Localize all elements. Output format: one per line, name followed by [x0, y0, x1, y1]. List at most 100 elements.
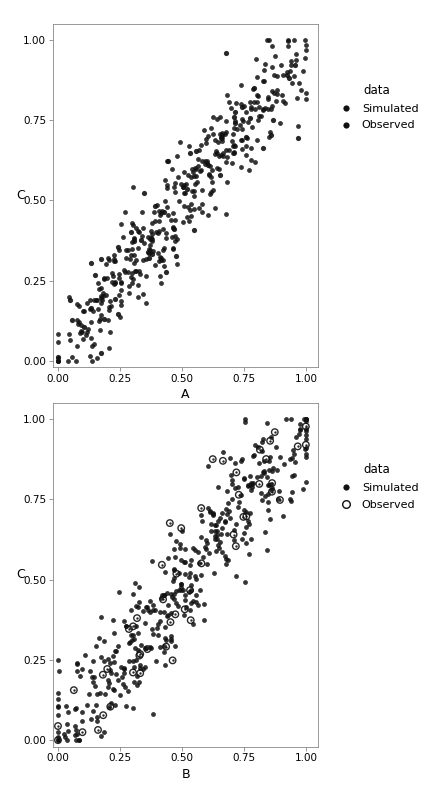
Point [68, 314, 75, 326]
Point [288, 55, 295, 67]
Point [194, 160, 201, 172]
Point [211, 532, 218, 545]
Point [81, 649, 88, 661]
Point [282, 96, 289, 109]
Point [161, 645, 168, 658]
Point [171, 592, 178, 605]
Point [267, 450, 274, 463]
Point [130, 620, 137, 633]
Point [109, 267, 116, 280]
Point [112, 645, 119, 657]
Point [55, 355, 62, 367]
Point [85, 322, 92, 335]
Point [104, 314, 111, 327]
Point [258, 435, 265, 448]
Point [128, 249, 135, 261]
Point [128, 276, 135, 289]
Point [273, 441, 280, 453]
Point [80, 321, 88, 333]
Point [180, 181, 187, 194]
Point [168, 231, 175, 243]
Point [126, 280, 133, 292]
Point [245, 517, 252, 530]
Point [172, 608, 179, 621]
Point [217, 132, 225, 145]
Point [112, 668, 119, 681]
Point [98, 292, 105, 305]
Point [229, 156, 236, 169]
Point [261, 526, 268, 539]
Point [256, 478, 263, 491]
Point [226, 96, 233, 108]
Point [100, 634, 107, 647]
Point [181, 179, 188, 191]
Point [129, 655, 136, 668]
Point [169, 654, 176, 667]
Point [265, 504, 272, 517]
Point [80, 304, 88, 317]
Point [111, 252, 118, 265]
Point [106, 300, 113, 313]
Point [124, 244, 131, 257]
Point [176, 541, 183, 554]
Point [219, 129, 226, 141]
Point [292, 48, 299, 61]
Point [163, 641, 170, 653]
Point [76, 316, 83, 329]
Point [213, 162, 221, 175]
Point [232, 482, 239, 495]
Point [130, 273, 137, 286]
Point [172, 534, 179, 547]
Point [76, 299, 83, 312]
Point [106, 254, 113, 267]
Point [168, 589, 175, 601]
Point [209, 164, 216, 176]
Point [222, 156, 229, 168]
Point [183, 601, 190, 614]
Point [130, 666, 137, 679]
Point [244, 480, 251, 492]
Point [110, 278, 117, 291]
Point [126, 623, 133, 635]
Point [146, 239, 153, 251]
Point [181, 187, 188, 200]
Point [228, 469, 235, 482]
Point [247, 469, 254, 482]
Point [126, 655, 133, 668]
Point [264, 496, 271, 509]
Point [217, 111, 224, 123]
Point [260, 465, 267, 477]
Point [211, 518, 218, 531]
Point [205, 130, 212, 143]
Point [95, 724, 102, 736]
Point [268, 485, 275, 498]
Point [149, 232, 156, 245]
Point [149, 245, 156, 258]
Point [187, 171, 194, 184]
Point [157, 207, 164, 220]
Point [289, 444, 296, 457]
Point [175, 171, 182, 183]
Point [235, 488, 242, 501]
Point [201, 614, 208, 626]
Point [106, 701, 113, 713]
Point [261, 455, 268, 468]
Y-axis label: C: C [16, 189, 25, 202]
Point [242, 506, 249, 518]
Point [267, 435, 274, 447]
Point [157, 251, 164, 264]
Point [203, 156, 210, 169]
Point [204, 502, 211, 514]
Point [149, 604, 156, 616]
Point [248, 154, 255, 167]
Point [215, 163, 222, 175]
Point [108, 697, 115, 709]
Point [66, 334, 73, 347]
Point [183, 210, 190, 223]
Point [219, 150, 226, 163]
Point [133, 611, 141, 624]
Point [247, 480, 254, 492]
Point [222, 558, 229, 570]
Point [197, 138, 204, 151]
Point [93, 294, 100, 307]
